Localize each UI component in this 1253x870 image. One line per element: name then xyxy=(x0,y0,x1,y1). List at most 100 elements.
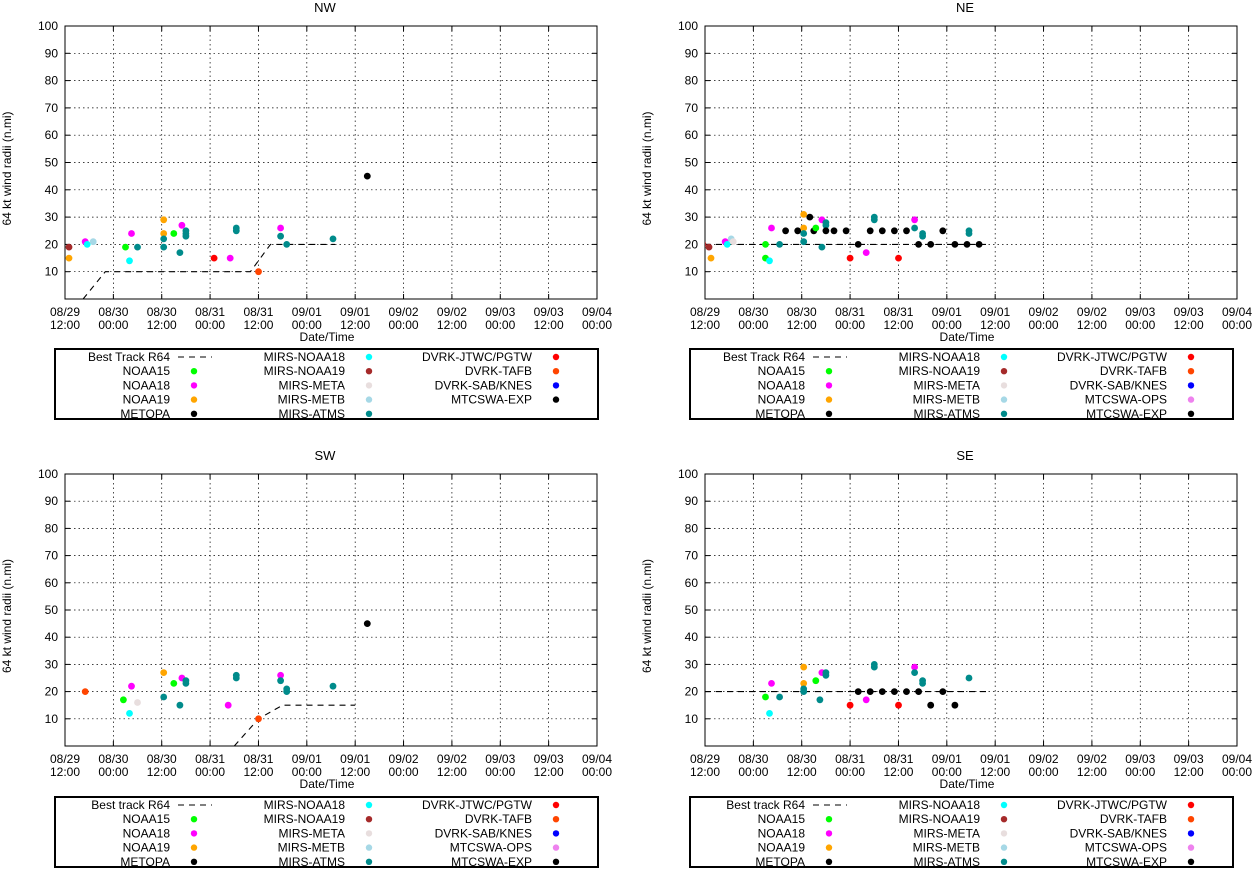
data-point xyxy=(951,701,959,709)
legend-label: DVRK-SAB/KNES xyxy=(1070,378,1167,392)
y-tick-label: 30 xyxy=(45,210,59,224)
legend-label: NOAA18 xyxy=(758,378,806,392)
legend-label: METOPA xyxy=(120,407,170,421)
legend-dot-swatch xyxy=(365,858,373,865)
data-point xyxy=(126,257,133,265)
x-tick-label-time: 00:00 xyxy=(195,765,225,779)
data-point xyxy=(891,688,898,695)
x-tick-label-time: 12:00 xyxy=(690,765,720,779)
x-tick-label-date: 08/30 xyxy=(147,305,177,319)
data-point xyxy=(846,701,854,709)
data-point xyxy=(766,257,773,265)
x-tick-label-date: 09/04 xyxy=(1222,305,1252,319)
legend-label: DVRK-JTWC/PGTW xyxy=(1057,350,1168,364)
chart-panel-se: SE10090807060504030201008/2912:0008/3000… xyxy=(640,448,1252,869)
legend-dot-swatch xyxy=(1187,830,1195,837)
y-axis-label: 64 kt wind radii (n.mi) xyxy=(640,111,654,225)
x-tick-label-date: 08/30 xyxy=(98,305,128,319)
y-tick-label: 90 xyxy=(685,494,699,508)
legend-label: NOAA18 xyxy=(758,826,806,840)
x-tick-label-date: 09/03 xyxy=(485,752,515,766)
legend-dot-swatch xyxy=(1000,353,1008,361)
legend-label: METOPA xyxy=(755,407,805,421)
data-point xyxy=(160,235,168,243)
data-point xyxy=(822,221,830,229)
x-tick-label-time: 12:00 xyxy=(534,318,564,332)
legend-dot-swatch xyxy=(552,844,560,851)
data-point xyxy=(776,693,783,701)
data-point xyxy=(134,699,141,706)
data-point xyxy=(705,241,707,248)
y-tick-label: 100 xyxy=(678,467,698,481)
legend-label: MTCSWA-EXP xyxy=(451,855,532,869)
legend-dot-swatch xyxy=(825,410,833,417)
legend-dot-swatch xyxy=(190,816,198,823)
data-point xyxy=(806,213,814,221)
data-point xyxy=(170,230,178,237)
data-point xyxy=(329,682,337,690)
legend-dot-swatch xyxy=(552,368,560,375)
legend-label: MIRS-META xyxy=(279,826,345,840)
legend-label: METOPA xyxy=(755,855,805,869)
legend-label: NOAA19 xyxy=(123,841,171,855)
y-tick-label: 10 xyxy=(45,265,59,279)
data-point xyxy=(866,227,874,235)
x-tick-label-date: 09/02 xyxy=(437,305,467,319)
legend-dot-swatch xyxy=(1000,801,1008,809)
data-point xyxy=(705,243,713,251)
data-point xyxy=(919,232,926,240)
y-tick-label: 40 xyxy=(45,183,59,197)
data-point xyxy=(126,710,133,717)
legend-label: DVRK-TAFB xyxy=(1100,364,1167,378)
data-point xyxy=(232,674,240,682)
data-point xyxy=(800,663,808,671)
y-tick-label: 20 xyxy=(45,685,59,699)
legend-frame xyxy=(689,796,1234,868)
y-tick-label: 50 xyxy=(45,603,59,617)
legend-dot-swatch xyxy=(1187,816,1195,823)
data-point xyxy=(919,680,926,687)
legend-label: METOPA xyxy=(120,855,170,869)
legend-label: MTCSWA-OPS xyxy=(450,841,532,855)
data-point xyxy=(854,688,862,695)
legend-label: MIRS-METB xyxy=(913,393,980,407)
x-tick-label-date: 09/03 xyxy=(1125,305,1155,319)
data-point xyxy=(120,696,127,704)
legend-label: DVRK-TAFB xyxy=(465,364,532,378)
legend-label: NOAA15 xyxy=(123,364,171,378)
best-track-line xyxy=(233,704,356,746)
x-tick-label-date: 08/30 xyxy=(787,752,817,766)
legend-label: NOAA18 xyxy=(123,378,171,392)
data-point xyxy=(800,230,808,237)
y-tick-label: 100 xyxy=(38,19,58,33)
x-tick-label-time: 00:00 xyxy=(1222,318,1252,332)
legend-label: DVRK-JTWC/PGTW xyxy=(422,798,533,812)
legend-label: NOAA19 xyxy=(123,393,171,407)
y-axis-label: 64 kt wind radii (n.mi) xyxy=(640,559,654,673)
data-point xyxy=(122,243,129,251)
x-tick-label-time: 12:00 xyxy=(50,765,80,779)
x-tick-label-time: 00:00 xyxy=(932,765,962,779)
legend-dot-swatch xyxy=(190,858,198,865)
data-point xyxy=(927,701,935,709)
legend-label: Best track R64 xyxy=(91,798,170,812)
legend-label: MIRS-NOAA19 xyxy=(264,364,346,378)
legend-dot-swatch xyxy=(825,396,833,403)
y-tick-label: 50 xyxy=(685,603,699,617)
x-tick-label-date: 09/02 xyxy=(437,752,467,766)
x-tick-label-date: 09/01 xyxy=(932,752,962,766)
x-tick-label-time: 00:00 xyxy=(582,318,612,332)
x-axis-label: Date/Time xyxy=(300,777,355,791)
x-tick-label-date: 08/29 xyxy=(690,752,720,766)
x-tick-label-time: 00:00 xyxy=(1029,765,1059,779)
data-point xyxy=(965,230,973,237)
data-point xyxy=(975,241,983,248)
data-point xyxy=(846,254,854,262)
y-tick-label: 100 xyxy=(678,19,698,33)
data-point xyxy=(866,688,874,695)
data-point xyxy=(729,238,737,246)
x-tick-label-date: 09/02 xyxy=(1029,305,1059,319)
y-tick-label: 70 xyxy=(685,101,699,115)
x-tick-label-time: 00:00 xyxy=(485,765,515,779)
legend-dot-swatch xyxy=(1187,858,1195,865)
